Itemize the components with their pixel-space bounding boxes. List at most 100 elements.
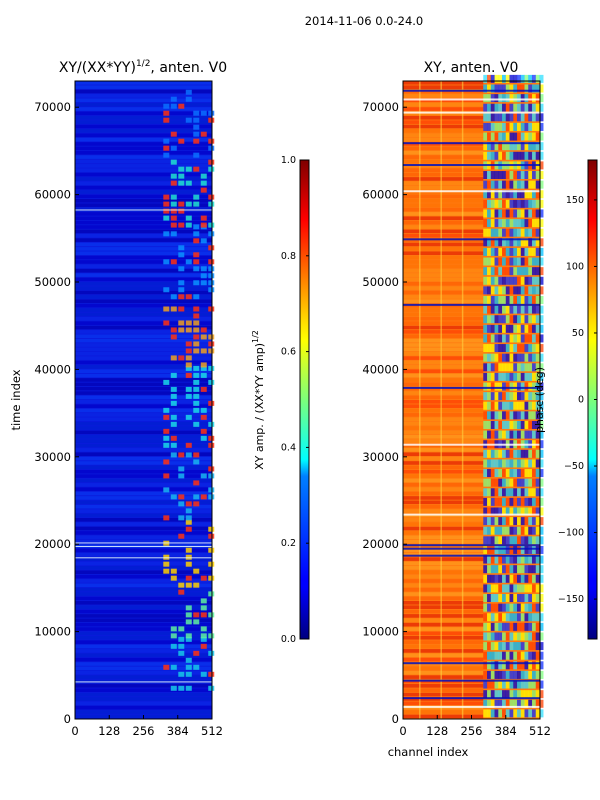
phase-texture-cell: [516, 536, 521, 545]
phase-texture-cell: [528, 613, 533, 622]
phase-texture-cell: [490, 132, 495, 141]
amplitude-texture-row: [75, 155, 212, 159]
phase-texture-cell: [494, 363, 499, 372]
phase-texture-cell: [498, 199, 503, 208]
amplitude-texture-cell: [200, 643, 207, 649]
phase-texture-row: [403, 268, 484, 273]
phase-texture-cell: [535, 219, 540, 228]
phase-texture-row: [403, 286, 484, 290]
phase-texture-cell: [535, 363, 540, 372]
amplitude-texture-cell: [163, 201, 170, 207]
phase-texture-vline: [461, 81, 464, 719]
amplitude-texture-cell: [163, 664, 170, 670]
phase-texture-cell: [528, 238, 533, 247]
phase-texture-cell: [498, 642, 503, 651]
amplitude-texture-cell: [208, 194, 215, 200]
phase-texture-cell: [490, 353, 495, 362]
phase-texture-cell: [524, 94, 529, 103]
phase-texture-cell: [513, 84, 518, 93]
amplitude-colorbar-label-sup: 1/2: [251, 330, 260, 343]
phase-texture-cell: [502, 401, 507, 410]
amplitude-texture-cell: [185, 664, 192, 670]
phase-texture-cell: [502, 363, 507, 372]
amplitude-texture-cell: [178, 208, 185, 214]
phase-texture-cell: [498, 334, 503, 343]
phase-texture-cell: [483, 372, 488, 381]
phase-texture-cell: [502, 680, 507, 689]
phase-texture-cell: [520, 209, 525, 218]
phase-texture-cell: [498, 113, 503, 122]
phase-texture-cell: [487, 382, 492, 391]
phase-texture-cell: [509, 151, 514, 160]
phase-texture-cell: [531, 392, 536, 401]
phase-texture-cell: [535, 238, 540, 247]
phase-texture-cell: [502, 219, 507, 228]
phase-texture-cell: [539, 690, 544, 699]
phase-texture-cell: [494, 622, 499, 631]
phase-texture-row: [403, 566, 484, 570]
phase-texture-cell: [513, 295, 518, 304]
amplitude-texture-cell: [170, 159, 177, 165]
phase-texture-row: [403, 570, 484, 575]
amplitude-texture-row: [75, 391, 212, 395]
amplitude-texture-row: [75, 653, 212, 658]
phase-texture-cell: [487, 122, 492, 131]
amplitude-texture-cell: [170, 334, 177, 340]
phase-texture-cell: [509, 363, 514, 372]
amplitude-texture-cell: [200, 180, 207, 186]
phase-texture-cell: [505, 690, 510, 699]
phase-texture-cell: [524, 84, 529, 93]
phase-texture-row: [403, 710, 484, 714]
phase-texture-cell: [531, 324, 536, 333]
phase-texture-cell: [520, 517, 525, 526]
phase-texture-cell: [524, 267, 529, 276]
phase-texture-cell: [509, 199, 514, 208]
amplitude-texture-row: [75, 408, 212, 413]
phase-texture-cell: [505, 401, 510, 410]
amplitude-texture-cell: [178, 650, 185, 656]
amplitude-texture-cell: [163, 287, 170, 293]
amplitude-texture-row: [75, 308, 212, 312]
amplitude-texture-row: [75, 395, 212, 400]
phase-texture-cell: [524, 545, 529, 554]
phase-texture-cell: [490, 199, 495, 208]
phase-texture-row: [403, 426, 484, 430]
phase-texture-cell: [535, 430, 540, 439]
phase-texture-cell: [487, 84, 492, 93]
phase-texture-row: [403, 264, 484, 269]
phase-texture-cell: [516, 555, 521, 564]
amplitude-texture-cell: [208, 287, 215, 293]
phase-texture-cell: [487, 132, 492, 141]
phase-texture-cell: [490, 642, 495, 651]
amplitude-texture-cell: [170, 215, 177, 221]
amplitude-texture-cell: [178, 582, 185, 588]
phase-texture-cell: [502, 449, 507, 458]
phase-texture-cell: [516, 257, 521, 266]
phase-texture-cell: [487, 565, 492, 574]
amplitude-texture-cell: [178, 533, 185, 539]
phase-texture-cell: [509, 536, 514, 545]
phase-texture-cell: [531, 353, 536, 362]
phase-texture-cell: [490, 449, 495, 458]
phase-texture-cell: [513, 613, 518, 622]
phase-texture-cell: [498, 267, 503, 276]
phase-texture-cell: [520, 305, 525, 314]
phase-texture-cell: [487, 488, 492, 497]
amplitude-texture-row: [75, 198, 212, 203]
phase-texture-cell: [494, 74, 499, 83]
amplitude-texture-row: [75, 98, 212, 103]
phase-texture-cell: [528, 574, 533, 583]
phase-texture-cell: [524, 488, 529, 497]
phase-colorbar-label: phase (deg): [533, 367, 546, 433]
phase-texture-row: [403, 509, 484, 513]
phase-texture-cell: [502, 565, 507, 574]
amplitude-texture-row: [75, 566, 212, 570]
phase-texture-row: [403, 120, 484, 124]
phase-texture-cell: [509, 238, 514, 247]
phase-texture-cell: [539, 151, 544, 160]
phase-texture-cell: [516, 497, 521, 506]
phase-texture-cell: [535, 526, 540, 535]
phase-texture-cell: [535, 122, 540, 131]
